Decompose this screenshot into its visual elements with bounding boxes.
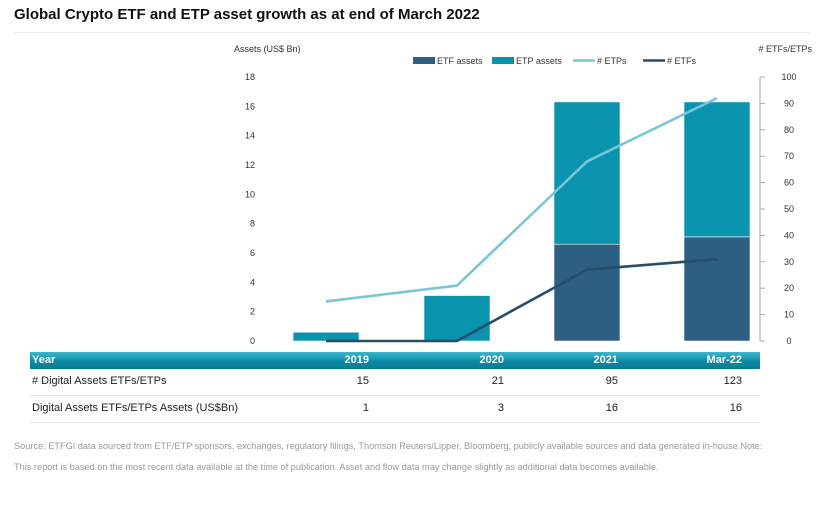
table-header-year: Mar-22 bbox=[706, 354, 742, 366]
legend-swatch bbox=[413, 57, 435, 64]
series-line bbox=[325, 96, 718, 303]
y2-tick-label: 100 bbox=[781, 72, 796, 82]
y2-tick-label: 60 bbox=[784, 178, 794, 188]
bars bbox=[292, 101, 751, 342]
table-cell: 123 bbox=[723, 375, 742, 387]
y-tick-label: 14 bbox=[245, 131, 255, 141]
y2-tick-label: 10 bbox=[784, 310, 794, 320]
y-tick-label: 10 bbox=[245, 189, 255, 199]
y-tick-label: 12 bbox=[245, 160, 255, 170]
table-header-row: Year 2019 2020 2021 Mar-22 bbox=[30, 352, 760, 369]
legend-label: # ETFs bbox=[667, 56, 697, 66]
table-cell: 16 bbox=[605, 402, 618, 414]
table-header-label: Year bbox=[32, 354, 56, 366]
y-tick-label: 0 bbox=[250, 336, 255, 346]
y-tick-label: 2 bbox=[250, 307, 255, 317]
y-tick-label: 8 bbox=[250, 219, 255, 229]
legend-label: ETP assets bbox=[516, 56, 562, 66]
y2-tick-label: 0 bbox=[786, 336, 791, 346]
table-header-year: 2021 bbox=[593, 354, 618, 366]
table-cell: 95 bbox=[605, 375, 618, 387]
table-cell: 16 bbox=[729, 402, 742, 414]
crypto-etf-chart: Assets (US$ Bn) # ETFs/ETPs ETF assets ET… bbox=[234, 44, 812, 346]
bar-segment bbox=[683, 236, 751, 342]
y2-tick-label: 80 bbox=[784, 125, 794, 135]
y2-tick-label: 90 bbox=[784, 98, 794, 108]
y-tick-label: 16 bbox=[245, 101, 255, 111]
bar-segment bbox=[683, 101, 751, 238]
source-note: Source: ETFGI data sourced from ETF/ETP … bbox=[14, 441, 763, 472]
legend-swatch bbox=[492, 57, 514, 64]
y-tick-label: 4 bbox=[250, 277, 255, 287]
table-cell: 1 bbox=[362, 402, 369, 414]
table-cell: 3 bbox=[497, 402, 504, 414]
y2-tick-label: 30 bbox=[784, 257, 794, 267]
bar-segment bbox=[553, 243, 621, 342]
table-header-year: 2019 bbox=[344, 354, 369, 366]
y-tick-label: 18 bbox=[245, 72, 255, 82]
bar-segment bbox=[292, 331, 360, 342]
legend: ETF assets ETP assets # ETPs # ETFs bbox=[413, 56, 697, 66]
data-table: Year 2019 2020 2021 Mar-22 # Digital Ass… bbox=[30, 352, 760, 423]
table-cell: 21 bbox=[491, 375, 504, 387]
y2-axis-ticks: 0 10 20 30 40 50 60 70 80 90 100 bbox=[760, 72, 797, 346]
y2-tick-label: 20 bbox=[784, 283, 794, 293]
table-row: Digital Assets ETFs/ETPs Assets (US$Bn) … bbox=[30, 396, 760, 423]
legend-label: # ETPs bbox=[597, 56, 627, 66]
y2-tick-label: 70 bbox=[784, 151, 794, 161]
chart-title: Global Crypto ETF and ETP asset growth a… bbox=[14, 6, 480, 23]
table-row: # Digital Assets ETFs/ETPs 15 21 95 123 bbox=[30, 369, 760, 396]
row-label: Digital Assets ETFs/ETPs Assets (US$Bn) bbox=[32, 402, 239, 414]
y-tick-label: 6 bbox=[250, 248, 255, 258]
bar-segment bbox=[423, 295, 491, 342]
table-cell: 15 bbox=[356, 375, 369, 387]
title-divider bbox=[14, 32, 810, 33]
y2-tick-label: 50 bbox=[784, 204, 794, 214]
y-axis-ticks: 0 2 4 6 8 10 12 14 16 18 bbox=[245, 72, 255, 346]
y2-axis-title: # ETFs/ETPs bbox=[758, 44, 812, 54]
bar-segment bbox=[553, 101, 621, 245]
legend-label: ETF assets bbox=[437, 56, 483, 66]
y-axis-title: Assets (US$ Bn) bbox=[234, 44, 301, 54]
table-header-year: 2020 bbox=[479, 354, 504, 366]
series-lines bbox=[325, 96, 718, 343]
series-line bbox=[326, 257, 718, 343]
row-label: # Digital Assets ETFs/ETPs bbox=[32, 375, 167, 387]
y2-tick-label: 40 bbox=[784, 230, 794, 240]
